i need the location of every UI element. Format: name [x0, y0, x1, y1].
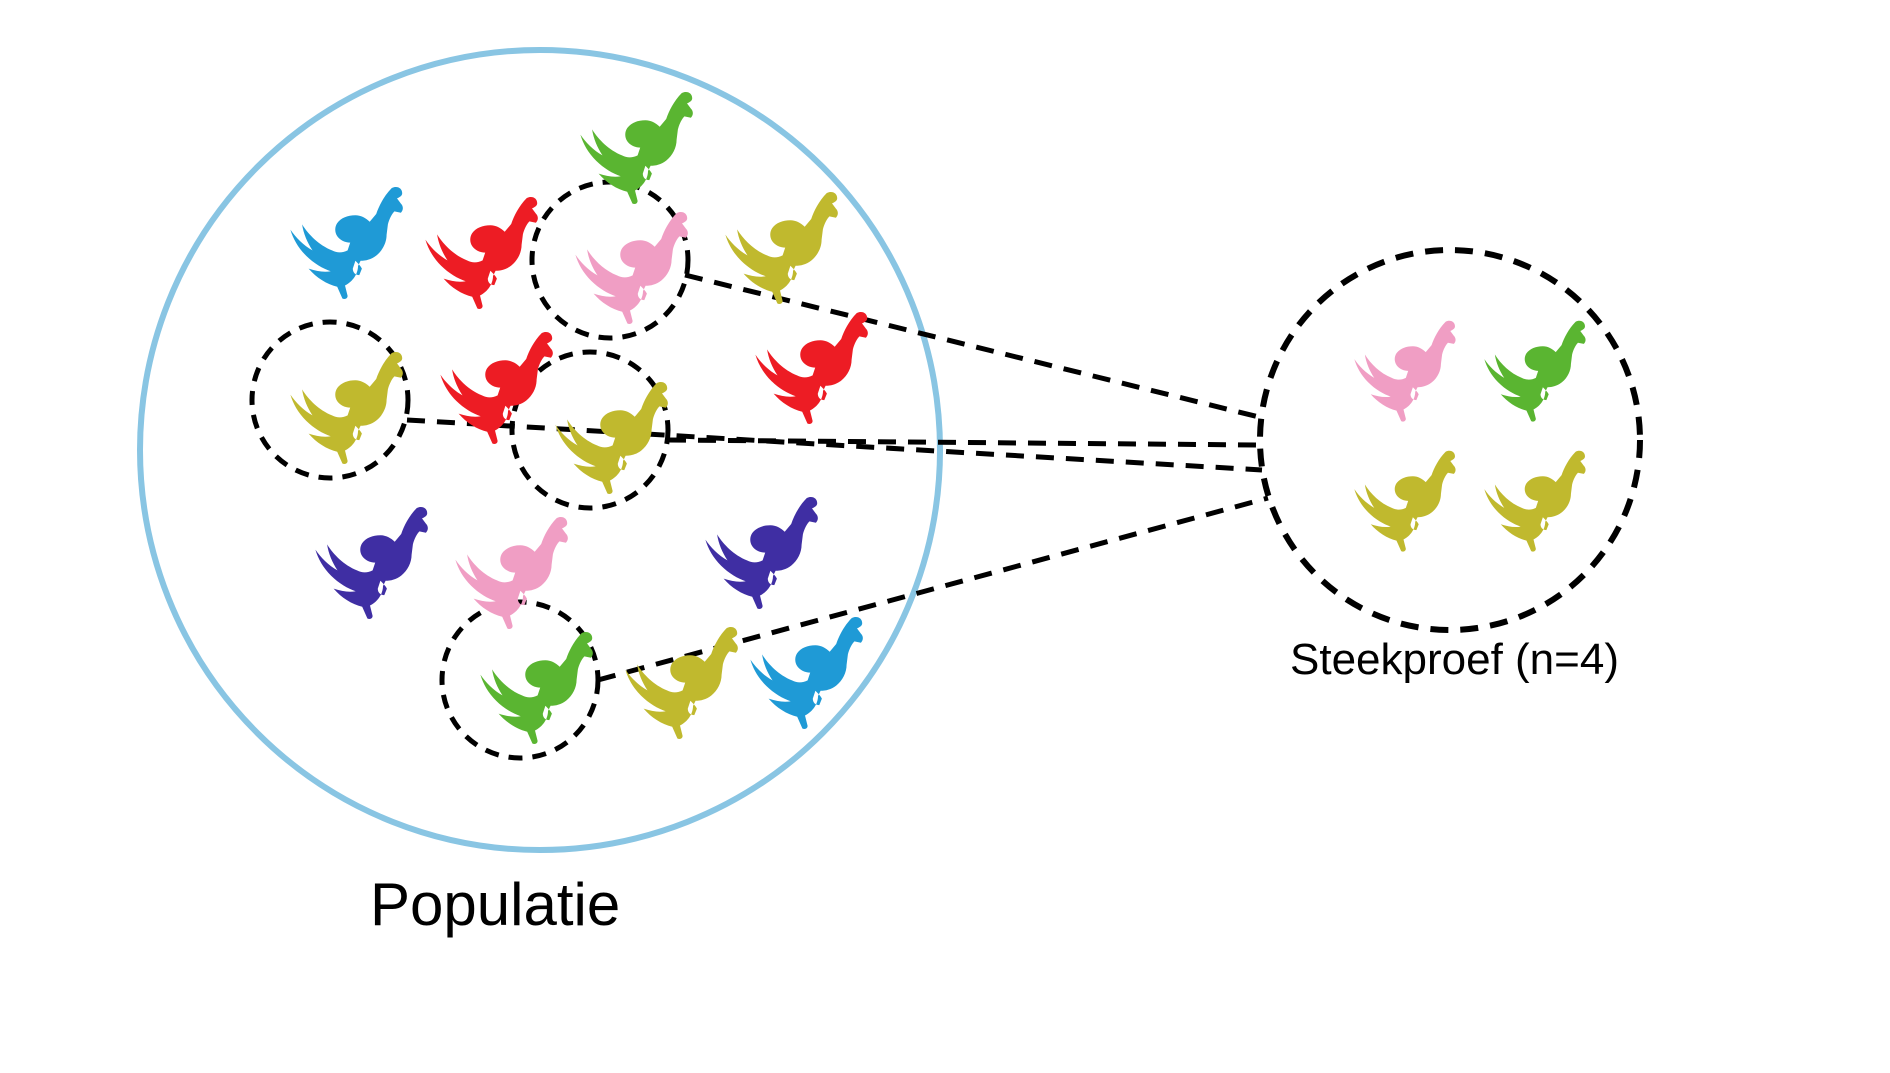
kangaroo-icon	[625, 627, 737, 739]
population-label: Populatie	[370, 870, 620, 939]
kangaroo-icon	[290, 187, 402, 299]
kangaroo-icon	[755, 312, 867, 424]
kangaroo-icon	[1354, 321, 1455, 422]
connector-line	[668, 440, 1260, 445]
sample-circle	[1260, 250, 1640, 630]
kangaroo-icon	[290, 352, 402, 464]
connector-line	[685, 275, 1263, 418]
kangaroo-icon	[315, 507, 427, 619]
kangaroo-icon	[1484, 321, 1585, 422]
kangaroo-icon	[725, 192, 837, 304]
sample-kangaroos-layer	[1354, 321, 1585, 552]
kangaroo-icon	[1354, 451, 1455, 552]
kangaroo-icon	[480, 632, 592, 744]
connector-lines-layer	[407, 275, 1268, 680]
kangaroo-icon	[580, 92, 692, 204]
kangaroo-icon	[705, 497, 817, 609]
population-kangaroos-layer	[290, 92, 867, 744]
diagram-svg	[0, 0, 1890, 1073]
kangaroo-icon	[425, 197, 537, 309]
sample-label: Steekproef (n=4)	[1290, 635, 1619, 685]
kangaroo-icon	[455, 517, 567, 629]
diagram-canvas: Populatie Steekproef (n=4)	[0, 0, 1890, 1073]
population-circle	[140, 50, 940, 850]
kangaroo-icon	[1484, 451, 1585, 552]
